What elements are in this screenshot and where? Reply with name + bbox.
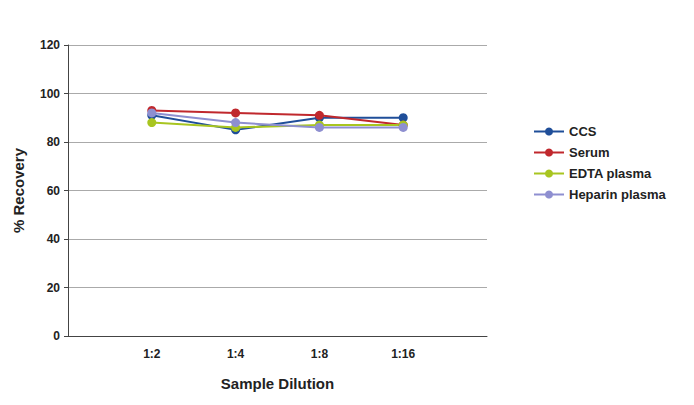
svg-text:80: 80 bbox=[47, 135, 61, 149]
svg-text:120: 120 bbox=[40, 38, 60, 52]
svg-text:1:4: 1:4 bbox=[227, 347, 245, 361]
svg-text:Sample Dilution: Sample Dilution bbox=[221, 375, 334, 392]
svg-text:1:8: 1:8 bbox=[311, 347, 329, 361]
svg-text:EDTA plasma: EDTA plasma bbox=[569, 166, 652, 181]
svg-text:1:2: 1:2 bbox=[143, 347, 161, 361]
svg-text:Serum: Serum bbox=[569, 145, 609, 160]
svg-text:40: 40 bbox=[47, 232, 61, 246]
svg-text:100: 100 bbox=[40, 87, 60, 101]
svg-text:60: 60 bbox=[47, 184, 61, 198]
svg-text:CCS: CCS bbox=[569, 124, 597, 139]
svg-text:% Recovery: % Recovery bbox=[10, 147, 27, 233]
svg-text:0: 0 bbox=[53, 329, 60, 343]
svg-text:Heparin plasma: Heparin plasma bbox=[569, 187, 667, 202]
svg-text:1:16: 1:16 bbox=[391, 347, 415, 361]
svg-text:20: 20 bbox=[47, 281, 61, 295]
